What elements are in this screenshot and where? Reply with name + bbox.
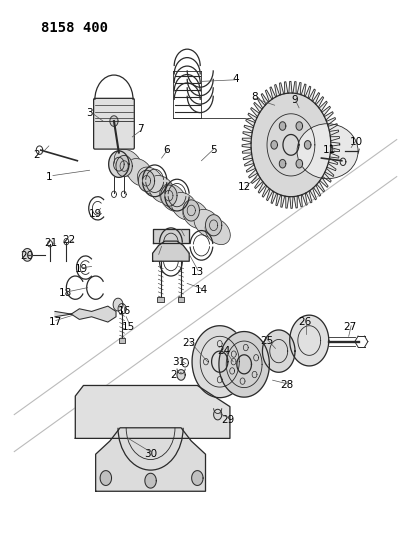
Polygon shape: [152, 241, 189, 261]
Text: 10: 10: [349, 137, 363, 147]
Text: 26: 26: [298, 317, 312, 327]
Polygon shape: [177, 369, 185, 380]
Polygon shape: [75, 385, 230, 438]
Text: 24: 24: [217, 346, 231, 356]
Polygon shape: [219, 332, 269, 397]
Polygon shape: [279, 159, 286, 168]
Text: 31: 31: [173, 357, 186, 367]
Text: 18: 18: [58, 288, 72, 298]
Polygon shape: [296, 159, 302, 168]
Ellipse shape: [194, 209, 220, 237]
Polygon shape: [192, 326, 247, 398]
Text: 8158 400: 8158 400: [41, 21, 108, 35]
Text: 25: 25: [260, 336, 273, 345]
Polygon shape: [55, 306, 116, 322]
Text: 5: 5: [180, 232, 187, 243]
Polygon shape: [214, 409, 222, 420]
Ellipse shape: [160, 184, 186, 212]
Text: 2: 2: [33, 150, 40, 160]
Text: 23: 23: [182, 338, 196, 348]
Polygon shape: [109, 151, 129, 177]
Polygon shape: [279, 122, 286, 130]
Polygon shape: [96, 428, 206, 491]
Polygon shape: [110, 116, 118, 126]
Text: 15: 15: [122, 322, 135, 332]
Polygon shape: [113, 298, 123, 311]
Text: 17: 17: [48, 317, 62, 327]
Text: 14: 14: [195, 285, 208, 295]
Text: 6: 6: [157, 243, 164, 253]
Polygon shape: [139, 170, 155, 191]
Text: 6: 6: [164, 145, 170, 155]
Ellipse shape: [182, 201, 209, 229]
Text: 29: 29: [221, 415, 235, 425]
Polygon shape: [242, 82, 340, 208]
Ellipse shape: [114, 149, 142, 177]
Text: 5: 5: [210, 145, 217, 155]
Text: 11: 11: [323, 145, 336, 155]
Text: 4: 4: [233, 74, 239, 84]
Polygon shape: [161, 185, 177, 206]
Polygon shape: [192, 471, 203, 486]
Polygon shape: [305, 141, 311, 149]
Text: 8: 8: [251, 92, 258, 102]
Text: 19: 19: [89, 208, 102, 219]
Text: 28: 28: [280, 381, 293, 391]
Polygon shape: [183, 200, 199, 221]
Text: 12: 12: [238, 182, 251, 192]
Text: 22: 22: [62, 235, 76, 245]
Polygon shape: [296, 122, 302, 130]
Bar: [157, 297, 164, 302]
Text: 16: 16: [118, 306, 131, 317]
Text: 27: 27: [343, 322, 357, 332]
Polygon shape: [251, 93, 331, 197]
Polygon shape: [116, 156, 132, 176]
Ellipse shape: [137, 167, 164, 195]
Polygon shape: [23, 248, 32, 261]
Ellipse shape: [127, 159, 153, 186]
Text: 7: 7: [137, 124, 144, 134]
Bar: [178, 297, 185, 302]
Text: 19: 19: [75, 264, 88, 274]
Text: 13: 13: [191, 267, 204, 277]
Text: 20: 20: [20, 251, 33, 261]
Ellipse shape: [148, 175, 175, 203]
Polygon shape: [290, 315, 329, 366]
Text: 30: 30: [144, 449, 157, 459]
Polygon shape: [100, 471, 111, 486]
Ellipse shape: [297, 124, 358, 179]
FancyBboxPatch shape: [94, 98, 134, 149]
Polygon shape: [152, 230, 189, 243]
Text: 1: 1: [46, 172, 52, 182]
Ellipse shape: [205, 219, 230, 245]
Text: 21: 21: [44, 238, 58, 248]
Polygon shape: [263, 330, 295, 372]
Polygon shape: [206, 215, 222, 236]
Text: 9: 9: [292, 95, 298, 105]
Text: 29: 29: [171, 370, 184, 380]
Bar: [119, 338, 125, 343]
Ellipse shape: [171, 192, 198, 220]
Polygon shape: [271, 141, 277, 149]
Polygon shape: [145, 473, 156, 488]
Text: 3: 3: [86, 108, 93, 118]
